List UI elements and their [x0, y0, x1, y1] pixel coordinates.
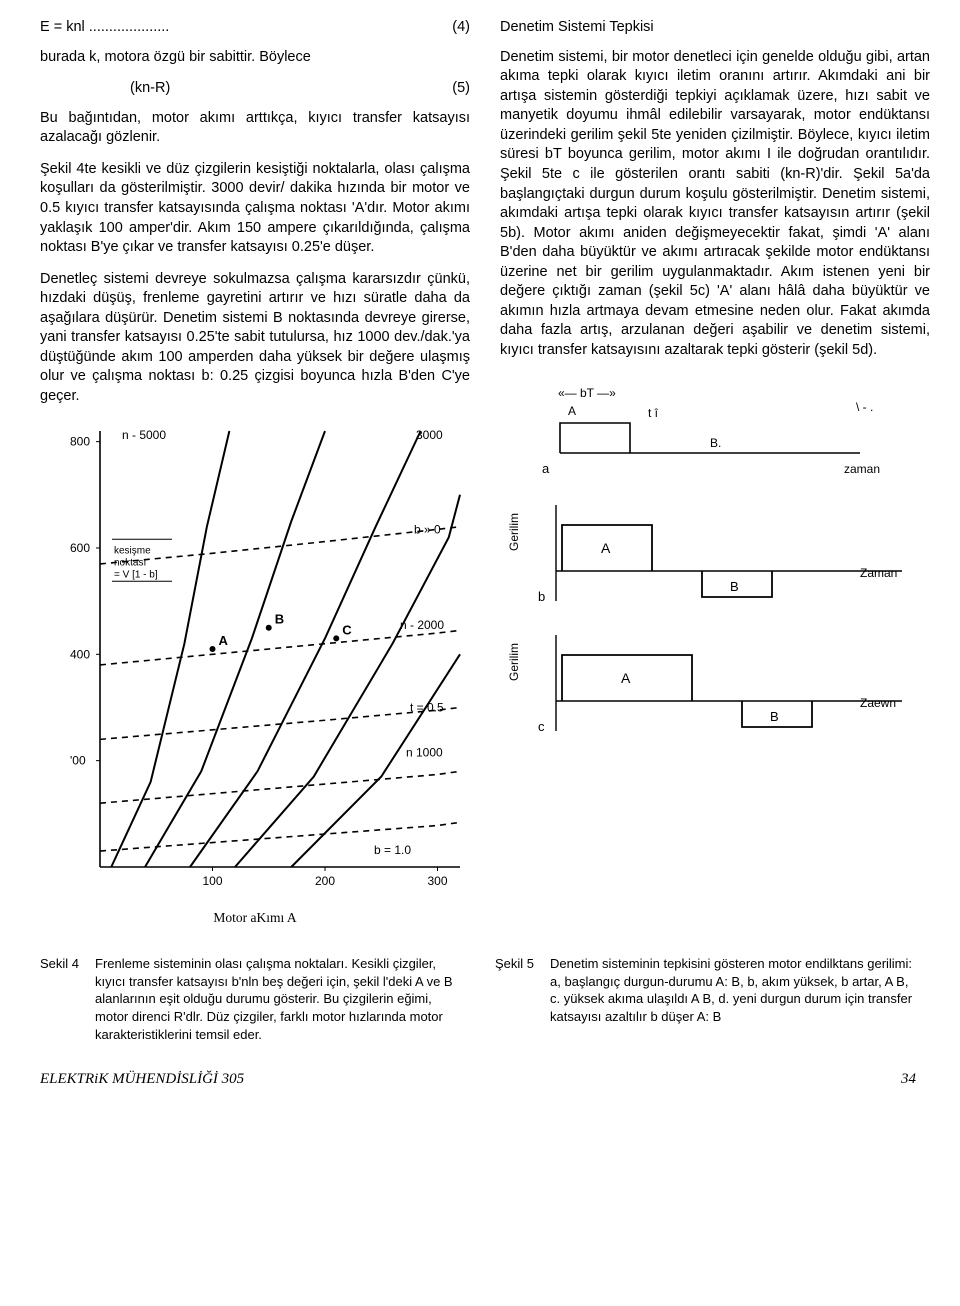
- footer-right: 34: [901, 1071, 916, 1088]
- svg-text:B: B: [730, 579, 739, 594]
- svg-text:C: C: [342, 622, 352, 637]
- svg-text:zaman: zaman: [844, 462, 880, 476]
- svg-text:= V [1 - b]: = V [1 - b]: [114, 569, 158, 580]
- captions-row: Sekil 4 Frenleme sisteminin olası çalışm…: [40, 947, 920, 1043]
- svg-text:Zaman: Zaman: [860, 566, 897, 580]
- svg-text:c: c: [538, 719, 545, 734]
- two-column-layout: E = knl .................... (4) burada …: [40, 18, 920, 941]
- eq4-number: (4): [452, 18, 470, 38]
- svg-text:n 1000: n 1000: [406, 745, 443, 759]
- fig4-x-axis-label: Motor aKımı A: [40, 909, 470, 927]
- left-column: E = knl .................... (4) burada …: [40, 18, 470, 941]
- left-p2: Bu bağıntıdan, motor akımı arttıkça, kıy…: [40, 109, 470, 148]
- fig5-caption-label: Şekil 5: [495, 955, 534, 1043]
- svg-text:300: 300: [428, 874, 448, 888]
- svg-text:Gerilim: Gerilim: [507, 643, 521, 681]
- page-footer: ELEKTRiK MÜHENDİSLİĞİ 305 34: [40, 1071, 920, 1088]
- equation-4: E = knl .................... (4): [40, 18, 470, 38]
- figure-4-caption: Sekil 4 Frenleme sisteminin olası çalışm…: [40, 955, 465, 1043]
- right-column: Denetim Sistemi Tepkisi Denetim sistemi,…: [500, 18, 930, 941]
- svg-text:Zaewn: Zaewn: [860, 696, 896, 710]
- equation-5: (kn-R) (5): [40, 79, 470, 99]
- fig4-caption-text: Frenleme sisteminin olası çalışma noktal…: [95, 955, 465, 1043]
- svg-text:t = 0.5: t = 0.5: [410, 700, 444, 714]
- svg-text:A: A: [601, 540, 611, 556]
- svg-text:B.: B.: [710, 436, 721, 450]
- svg-text:b: b: [538, 589, 545, 604]
- left-p4: Denetleç sistemi devreye sokulmazsa çalı…: [40, 270, 470, 407]
- figure-4-svg: 800 600 400 '00 100 200 300 n - 5000 3000 b » 0 t …: [40, 419, 470, 899]
- svg-text:100: 100: [203, 874, 223, 888]
- svg-text:Gerilim: Gerilim: [507, 513, 521, 551]
- svg-text:\ - .: \ - .: [856, 400, 873, 414]
- svg-text:A: A: [621, 670, 631, 686]
- svg-text:a: a: [542, 461, 550, 476]
- figure-4-chart: 800 600 400 '00 100 200 300 n - 5000 3000 b » 0 t …: [40, 419, 470, 928]
- left-p3: Şekil 4te kesikli ve düz çizgilerin kesi…: [40, 160, 470, 258]
- footer-left: ELEKTRiK MÜHENDİSLİĞİ 305: [40, 1071, 244, 1088]
- svg-text:A: A: [219, 633, 229, 648]
- svg-text:kesişme: kesişme: [114, 545, 151, 556]
- svg-text:n - 2000: n - 2000: [400, 618, 444, 632]
- svg-text:B: B: [770, 709, 779, 724]
- eq4-expr: E = knl ....................: [40, 18, 169, 38]
- figure-5-caption: Şekil 5 Denetim sisteminin tepkisini gös…: [495, 955, 920, 1043]
- left-p1: burada k, motora özgü bir sabittir. Böyl…: [40, 48, 470, 68]
- svg-text:b = 1.0: b = 1.0: [374, 842, 411, 856]
- eq5-expr: (kn-R): [130, 79, 170, 99]
- svg-text:800: 800: [70, 434, 90, 448]
- figure-5-svg: «— bT —» A B. t î \ - . a zaman Gerilim A Bb Zaman…: [500, 379, 930, 769]
- svg-text:A: A: [568, 404, 576, 418]
- svg-text:600: 600: [70, 541, 90, 555]
- page-root: E = knl .................... (4) burada …: [0, 0, 960, 1102]
- svg-text:400: 400: [70, 647, 90, 661]
- eq5-number: (5): [452, 79, 470, 99]
- figure-5-diagrams: «— bT —» A B. t î \ - . a zaman Gerilim A Bb Zaman…: [500, 379, 930, 776]
- svg-text:«— bT —»: «— bT —»: [558, 386, 616, 400]
- svg-text:3000: 3000: [416, 428, 443, 442]
- svg-text:'00: '00: [70, 753, 86, 767]
- svg-text:b » 0: b » 0: [414, 522, 441, 536]
- svg-text:noktası: noktası: [114, 557, 146, 568]
- svg-text:B: B: [275, 611, 284, 626]
- right-p1: Denetim sistemi, bir motor denetleci içi…: [500, 48, 930, 361]
- fig5-caption-text: Denetim sisteminin tepkisini gösteren mo…: [550, 955, 920, 1043]
- fig4-caption-label: Sekil 4: [40, 955, 79, 1043]
- svg-text:200: 200: [315, 874, 335, 888]
- svg-text:t î: t î: [648, 406, 659, 420]
- svg-text:n - 5000: n - 5000: [122, 428, 166, 442]
- right-heading: Denetim Sistemi Tepkisi: [500, 18, 930, 38]
